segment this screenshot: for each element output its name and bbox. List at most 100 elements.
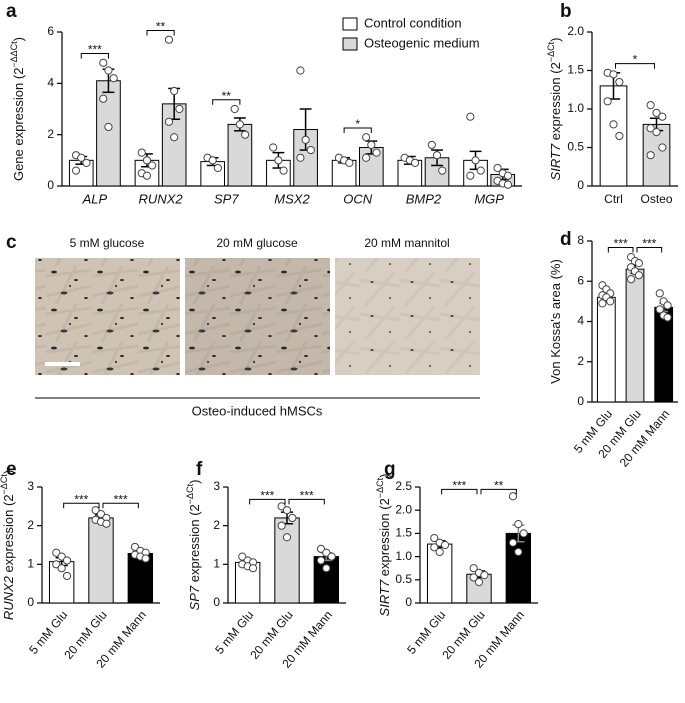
data-point xyxy=(615,77,624,87)
data-point xyxy=(480,571,489,580)
y-tick-label: 3 xyxy=(27,479,34,493)
bar xyxy=(654,306,674,403)
photo-label: 5 mM glucose xyxy=(70,236,145,250)
x-tick-label: BMP2 xyxy=(406,191,442,206)
data-point xyxy=(476,166,485,175)
y-axis-label: SP7 expression (2−ΔCt) xyxy=(185,480,202,611)
data-point xyxy=(474,578,484,587)
data-point xyxy=(230,104,239,114)
y-label-close: ) xyxy=(1,470,16,474)
y-label-text: expression (2 xyxy=(187,504,202,586)
data-point xyxy=(372,148,381,157)
x-tick-label: ALP xyxy=(82,191,108,206)
y-axis-label: Gene expression (2−ΔΔCt) xyxy=(9,37,26,181)
data-point xyxy=(296,153,305,162)
data-point xyxy=(493,163,502,173)
micrograph xyxy=(185,258,330,375)
significance-bracket xyxy=(146,29,175,36)
photo-label: 20 mM mannitol xyxy=(364,236,449,250)
data-point xyxy=(663,301,672,310)
y-label-sup: −ΔCt xyxy=(0,474,9,495)
micrograph xyxy=(335,258,480,375)
panel-label: d xyxy=(560,229,572,250)
data-point xyxy=(248,564,258,573)
significance-bracket xyxy=(441,488,478,495)
data-point xyxy=(658,112,667,121)
x-tick-label: Ctrl xyxy=(604,192,623,206)
significance-label: *** xyxy=(452,478,466,492)
y-label-gene: RUNX2 xyxy=(1,575,16,620)
data-point xyxy=(503,180,513,189)
data-point xyxy=(282,533,292,542)
data-point xyxy=(327,552,336,561)
data-point xyxy=(71,166,81,175)
significance-label: *** xyxy=(614,237,628,251)
y-tick-label: 2.0 xyxy=(395,502,412,516)
y-axis-label: SIRT7 expression (2−ΔCt) xyxy=(546,38,563,181)
data-point xyxy=(598,299,607,308)
data-point xyxy=(646,151,655,160)
significance-bracket xyxy=(212,99,241,105)
data-point xyxy=(508,538,518,547)
y-label-close: ) xyxy=(11,37,26,41)
data-point xyxy=(440,540,450,550)
significance-label: * xyxy=(633,53,638,67)
photo-label: 20 mM glucose xyxy=(216,236,298,250)
data-point xyxy=(435,547,444,557)
bar xyxy=(127,553,154,604)
panel-c: c 5 mM glucose 20 mM glucose 20 mM manni… xyxy=(6,232,480,418)
data-point xyxy=(109,74,118,83)
data-point xyxy=(626,275,636,284)
data-point xyxy=(104,122,113,132)
data-point xyxy=(609,70,618,79)
bar xyxy=(274,517,300,604)
data-point xyxy=(175,104,184,114)
panel-label: g xyxy=(384,459,396,480)
y-label-sup: −ΔCt xyxy=(185,483,195,504)
data-point xyxy=(301,135,310,144)
panel-label: e xyxy=(6,459,17,480)
y-label-gene: SP7 xyxy=(187,585,202,610)
data-point xyxy=(508,492,518,501)
significance-label: *** xyxy=(642,237,656,251)
data-point xyxy=(52,548,61,557)
data-point xyxy=(99,94,108,103)
micrograph xyxy=(35,258,180,375)
y-tick-label: 0.5 xyxy=(567,140,584,154)
y-tick-label: 4 xyxy=(47,76,54,90)
panel-label: f xyxy=(196,459,203,480)
data-point xyxy=(102,519,111,528)
panel: b 0 0.5 1.0 1.5 2.0 SIRT7 expression (2−ΔCt) Ct… xyxy=(546,1,678,206)
x-tick-label: Osteo xyxy=(640,192,672,206)
data-point xyxy=(141,554,150,563)
data-point xyxy=(77,153,86,162)
y-label-close: ) xyxy=(548,38,563,42)
y-label-gene: SIRT7 xyxy=(377,579,392,616)
data-point xyxy=(306,145,315,155)
data-point xyxy=(277,521,286,530)
data-point xyxy=(164,35,174,44)
data-point xyxy=(655,305,664,314)
y-tick-label: 0 xyxy=(47,178,54,192)
y-tick-label: 3 xyxy=(213,479,220,493)
y-tick-label: 0 xyxy=(577,178,584,192)
y-tick-label: 0 xyxy=(405,595,412,609)
y-label-text: Von Kossa's area (%) xyxy=(548,259,563,384)
data-point xyxy=(514,520,523,529)
data-point xyxy=(57,564,66,573)
data-point xyxy=(603,97,612,106)
y-label-sup: −ΔΔCt xyxy=(9,41,19,68)
y-label-gene: SIRT7 xyxy=(548,143,563,180)
y-label-text: expression (2 xyxy=(377,498,392,580)
y-tick-label: 6 xyxy=(577,273,584,287)
data-point xyxy=(282,506,292,515)
y-tick-label: 1.5 xyxy=(567,63,584,77)
significance-bracket xyxy=(636,246,663,253)
significance-bracket xyxy=(288,498,325,505)
data-point xyxy=(658,143,667,152)
data-point xyxy=(142,171,152,180)
data-point xyxy=(62,571,72,581)
data-point xyxy=(235,120,244,129)
